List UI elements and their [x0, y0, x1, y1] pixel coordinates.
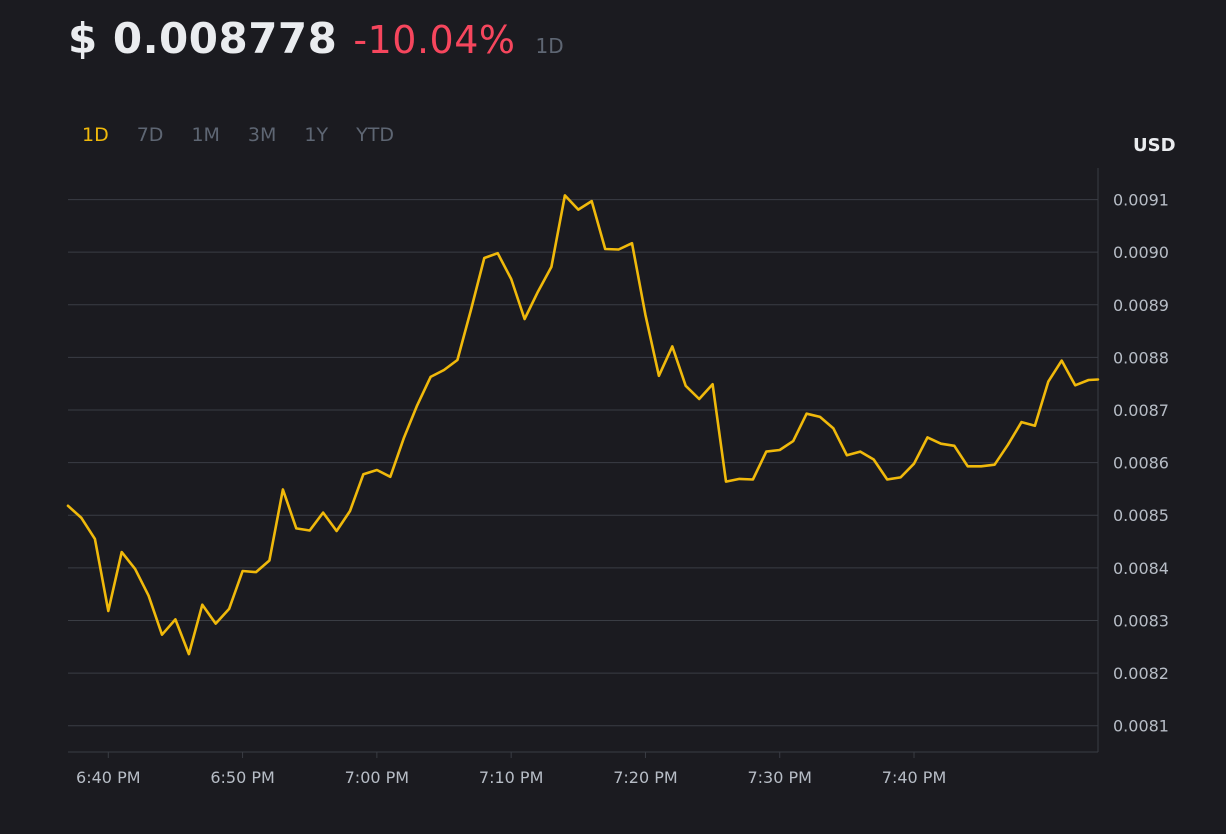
axes: [68, 168, 1099, 753]
y-tick-label: 0.0085: [1113, 506, 1169, 525]
x-tick-label: 7:00 PM: [345, 768, 409, 787]
series-layer: [66, 194, 1100, 656]
y-tick-label: 0.0091: [1113, 191, 1169, 210]
y-tick-label: 0.0089: [1113, 296, 1169, 315]
tab-1y[interactable]: 1Y: [304, 124, 329, 146]
price-header: $ 0.008778 -10.04% 1D: [68, 14, 564, 63]
x-tick-label: 7:20 PM: [613, 768, 677, 787]
tab-1d[interactable]: 1D: [82, 124, 109, 146]
y-tick-label: 0.0082: [1113, 664, 1169, 683]
y-tick-label: 0.0084: [1113, 559, 1169, 578]
y-tick-label: 0.0086: [1113, 454, 1169, 473]
x-tick-label: 7:30 PM: [747, 768, 811, 787]
tab-3m[interactable]: 3M: [247, 124, 277, 146]
y-tick-label: 0.0087: [1113, 401, 1169, 420]
price-change-percent: -10.04%: [353, 18, 516, 62]
y-axis-labels: 0.0091 0.0090 0.0089 0.0088 0.0087 0.0086 0.00…: [1113, 191, 1169, 736]
x-tick-label: 6:50 PM: [210, 768, 274, 787]
x-tick-label: 6:40 PM: [76, 768, 140, 787]
grid-lines: [68, 199, 1098, 727]
y-tick-label: 0.0090: [1113, 243, 1169, 262]
y-tick-label: 0.0088: [1113, 348, 1169, 367]
tab-7d[interactable]: 7D: [136, 124, 164, 146]
y-tick-label: 0.0083: [1113, 611, 1169, 630]
x-axis-labels: 6:40 PM 6:50 PM 7:00 PM 7:10 PM 7:20 PM 7:30 …: [76, 752, 946, 787]
tab-ytd[interactable]: YTD: [356, 124, 394, 146]
x-tick-label: 7:10 PM: [479, 768, 543, 787]
price-line: [66, 194, 1100, 656]
y-tick-label: 0.0081: [1113, 717, 1169, 736]
tab-1m[interactable]: 1M: [191, 124, 220, 146]
x-tick-label: 7:40 PM: [882, 768, 946, 787]
timeframe-tabs: 1D 7D 1M 3M 1Y YTD: [68, 124, 408, 146]
period-label: 1D: [535, 34, 564, 58]
currency-label: USD: [1133, 135, 1176, 156]
current-price: $ 0.008778: [68, 14, 338, 63]
